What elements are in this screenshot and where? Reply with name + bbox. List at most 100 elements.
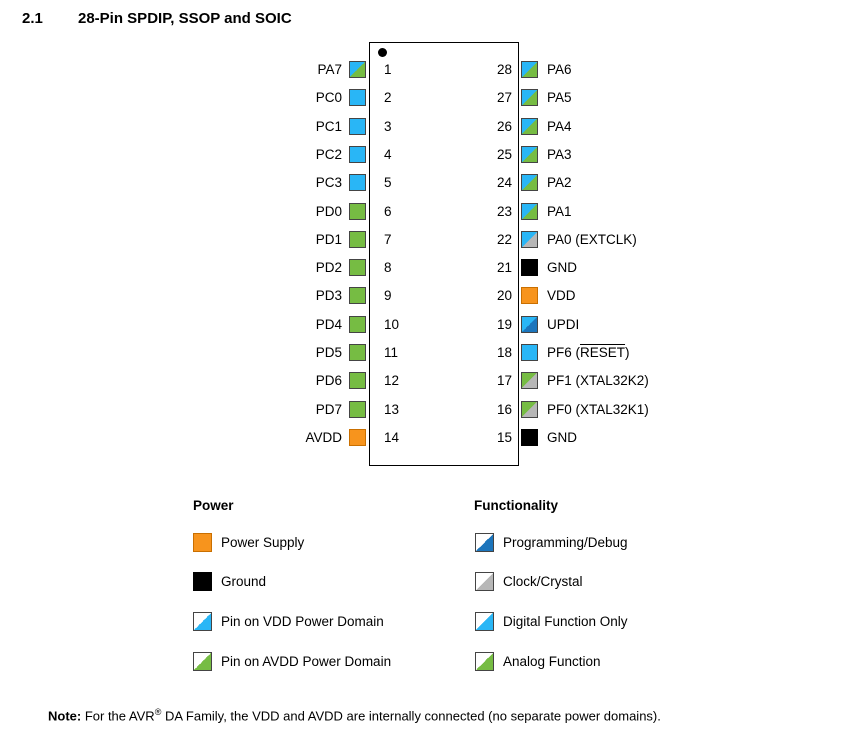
- pin-2-number: 2: [384, 90, 392, 105]
- pin-12-swatch: [349, 372, 366, 389]
- pin-16-swatch: [521, 401, 538, 418]
- pin-28-number: 28: [496, 62, 512, 77]
- legend-power_items-3-swatch: [193, 652, 212, 671]
- legend-power_items-2-swatch: [193, 612, 212, 631]
- pin-15-name: GND: [547, 430, 577, 445]
- pin-6-name: PD0: [315, 204, 342, 219]
- legend-functionality_items-3-swatch: [475, 652, 494, 671]
- pin-16-number: 16: [496, 402, 512, 417]
- pin-13-name: PD7: [315, 402, 342, 417]
- pin-26-number: 26: [496, 119, 512, 134]
- pin-name-overline: RESET: [580, 345, 626, 360]
- pin-13-swatch: [349, 401, 366, 418]
- pin-6-number: 6: [384, 204, 392, 219]
- pin-15-number: 15: [496, 430, 512, 445]
- pin-5-swatch: [349, 174, 366, 191]
- pin-21-number: 21: [496, 260, 512, 275]
- legend-power_items-3-label: Pin on AVDD Power Domain: [221, 654, 392, 669]
- pin-26-swatch: [521, 118, 538, 135]
- pin-28-swatch: [521, 61, 538, 78]
- pin-22-swatch: [521, 231, 538, 248]
- pin-11-swatch: [349, 344, 366, 361]
- pin-25-swatch: [521, 146, 538, 163]
- pin-name-suffix: ): [625, 345, 630, 360]
- legend-power_items-0-label: Power Supply: [221, 535, 305, 550]
- legend-power_items-1-label: Ground: [221, 574, 267, 589]
- pin-24-swatch: [521, 174, 538, 191]
- pin-23-number: 23: [496, 204, 512, 219]
- pin-8-swatch: [349, 259, 366, 276]
- pin-10-swatch: [349, 316, 366, 333]
- pin-27-swatch: [521, 89, 538, 106]
- legend-functionality_items-1-swatch: [475, 572, 494, 591]
- pin-4-number: 4: [384, 147, 392, 162]
- pin-6-swatch: [349, 203, 366, 220]
- pin-4-name: PC2: [315, 147, 342, 162]
- legend-functionality_items-0-swatch: [475, 533, 494, 552]
- pin-23-swatch: [521, 203, 538, 220]
- registered-mark: ®: [154, 707, 162, 717]
- pin-9-name: PD3: [315, 288, 342, 303]
- pin-11-number: 11: [384, 345, 399, 360]
- note-label: Note:: [48, 708, 82, 724]
- pin-5-number: 5: [384, 175, 392, 190]
- legend-power_items-2-label: Pin on VDD Power Domain: [221, 614, 384, 629]
- pin1-marker-dot: [378, 48, 387, 57]
- pin-24-name: PA2: [547, 175, 572, 190]
- pin-19-number: 19: [496, 317, 512, 332]
- pin-15-swatch: [521, 429, 538, 446]
- legend-functionality_items-3-label: Analog Function: [503, 654, 601, 669]
- note-text-before: For the AVR: [81, 708, 155, 724]
- pin-18-name: PF6 (RESET): [547, 344, 630, 361]
- pin-17-number: 17: [496, 373, 512, 388]
- pin-18-number: 18: [496, 345, 512, 360]
- pin-1-number: 1: [384, 62, 392, 77]
- pin-4-swatch: [349, 146, 366, 163]
- legend-functionality-title: Functionality: [474, 498, 558, 513]
- pin-8-name: PD2: [315, 260, 342, 275]
- footnote: Note: For the AVR® DA Family, the VDD an…: [48, 707, 661, 723]
- legend-power_items-1-swatch: [193, 572, 212, 591]
- pin-18-swatch: [521, 344, 538, 361]
- pin-2-name: PC0: [315, 90, 342, 105]
- note-text-after: DA Family, the VDD and AVDD are internal…: [161, 708, 661, 724]
- pin-25-number: 25: [496, 147, 512, 162]
- pin-12-name: PD6: [315, 373, 342, 388]
- legend-functionality_items-2-swatch: [475, 612, 494, 631]
- pin-1-swatch: [349, 61, 366, 78]
- pin-9-number: 9: [384, 288, 392, 303]
- pin-24-number: 24: [496, 175, 512, 190]
- section-title: 28-Pin SPDIP, SSOP and SOIC: [78, 10, 292, 27]
- pin-7-number: 7: [384, 232, 392, 247]
- pin-17-name: PF1 (XTAL32K2): [547, 373, 649, 388]
- pin-3-name: PC1: [315, 119, 342, 134]
- pin-7-swatch: [349, 231, 366, 248]
- section-heading: 2.1 28-Pin SPDIP, SSOP and SOIC: [22, 10, 292, 27]
- pin-27-number: 27: [496, 90, 512, 105]
- pin-17-swatch: [521, 372, 538, 389]
- pin-9-swatch: [349, 287, 366, 304]
- pin-12-number: 12: [384, 373, 400, 388]
- chip-body: [369, 42, 519, 466]
- pin-26-name: PA4: [547, 119, 572, 134]
- pin-20-name: VDD: [547, 288, 576, 303]
- pin-28-name: PA6: [547, 62, 572, 77]
- pin-21-name: GND: [547, 260, 577, 275]
- pin-22-number: 22: [496, 232, 512, 247]
- pin-23-name: PA1: [547, 204, 572, 219]
- pin-22-name: PA0 (EXTCLK): [547, 232, 637, 247]
- pin-14-name: AVDD: [305, 430, 342, 445]
- pin-21-swatch: [521, 259, 538, 276]
- pin-3-number: 3: [384, 119, 392, 134]
- legend-functionality_items-0-label: Programming/Debug: [503, 535, 628, 550]
- pin-16-name: PF0 (XTAL32K1): [547, 402, 649, 417]
- pin-2-swatch: [349, 89, 366, 106]
- legend-functionality_items-1-label: Clock/Crystal: [503, 574, 583, 589]
- pin-27-name: PA5: [547, 90, 572, 105]
- pin-20-number: 20: [496, 288, 512, 303]
- pin-10-number: 10: [384, 317, 400, 332]
- pin-25-name: PA3: [547, 147, 572, 162]
- pin-19-name: UPDI: [547, 317, 580, 332]
- pin-13-number: 13: [384, 402, 400, 417]
- pin-8-number: 8: [384, 260, 392, 275]
